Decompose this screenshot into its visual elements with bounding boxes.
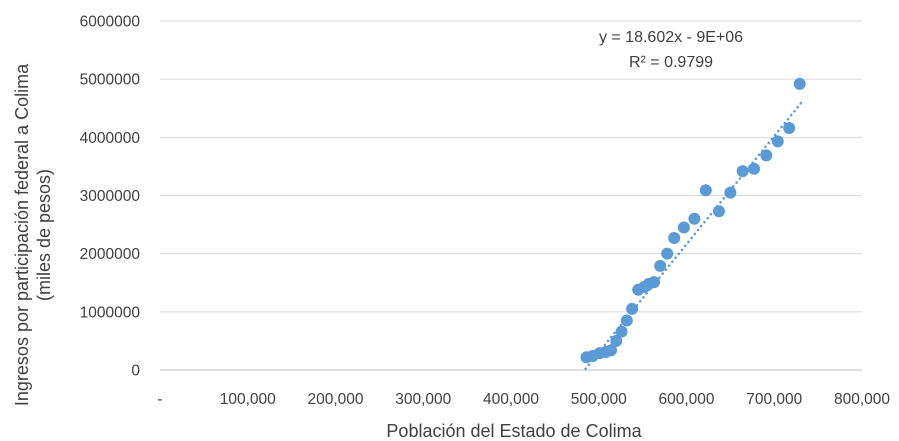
data-point: [610, 334, 623, 347]
y-tick-label: 3000000: [80, 188, 141, 205]
x-tick-label: 300,000: [395, 391, 451, 408]
data-point: [760, 149, 773, 162]
trendline-r-squared: R² = 0.9799: [629, 54, 713, 71]
x-tick-label: 200,000: [307, 391, 363, 408]
y-tick-label: 4000000: [80, 130, 141, 147]
trendline: [584, 99, 805, 370]
x-tick-label: 800,000: [834, 391, 890, 408]
data-point: [793, 77, 806, 90]
x-tick-label: 400,000: [483, 391, 539, 408]
y-tick-label: 2000000: [80, 246, 141, 263]
y-tick-label: 6000000: [80, 14, 141, 31]
y-tick-label: 1000000: [80, 304, 141, 321]
x-tick-label: 500,000: [571, 391, 627, 408]
x-axis-ticks: - 100,000 200,000 300,000 400,000 500,000 600,…: [157, 391, 890, 408]
x-tick-label: 100,000: [220, 391, 276, 408]
data-point: [724, 186, 737, 199]
x-tick-label: 600,000: [658, 391, 714, 408]
trendline-equation: y = 18.602x - 9E+06: [599, 29, 743, 46]
data-point: [688, 212, 701, 225]
data-point: [661, 247, 674, 260]
data-point: [748, 162, 761, 175]
data-point: [736, 165, 749, 178]
data-point: [654, 259, 667, 272]
gridlines: [160, 20, 862, 371]
y-axis-title-line-1: Ingresos por participación federal a Col…: [12, 63, 32, 406]
data-point: [699, 184, 712, 197]
y-tick-label: 0: [131, 363, 140, 380]
data-point: [615, 325, 628, 338]
data-point: [668, 231, 681, 244]
x-tick-label: 700,000: [746, 391, 802, 408]
trendline-group: [584, 99, 805, 370]
data-point: [677, 221, 690, 234]
y-tick-label: 5000000: [80, 72, 141, 89]
data-point: [605, 344, 618, 357]
data-points: [580, 77, 806, 364]
data-point: [783, 122, 796, 135]
data-point: [771, 135, 784, 148]
x-tick-label: -: [157, 391, 162, 408]
data-point: [620, 314, 633, 327]
y-axis-title-line-2: (miles de pesos): [34, 169, 54, 301]
data-point: [648, 276, 661, 289]
data-point: [712, 205, 725, 218]
x-axis-title: Población del Estado de Colima: [386, 421, 642, 441]
y-axis-ticks: 0 1000000 2000000 3000000 4000000 5000000 6000…: [80, 14, 141, 380]
data-point: [626, 302, 639, 315]
